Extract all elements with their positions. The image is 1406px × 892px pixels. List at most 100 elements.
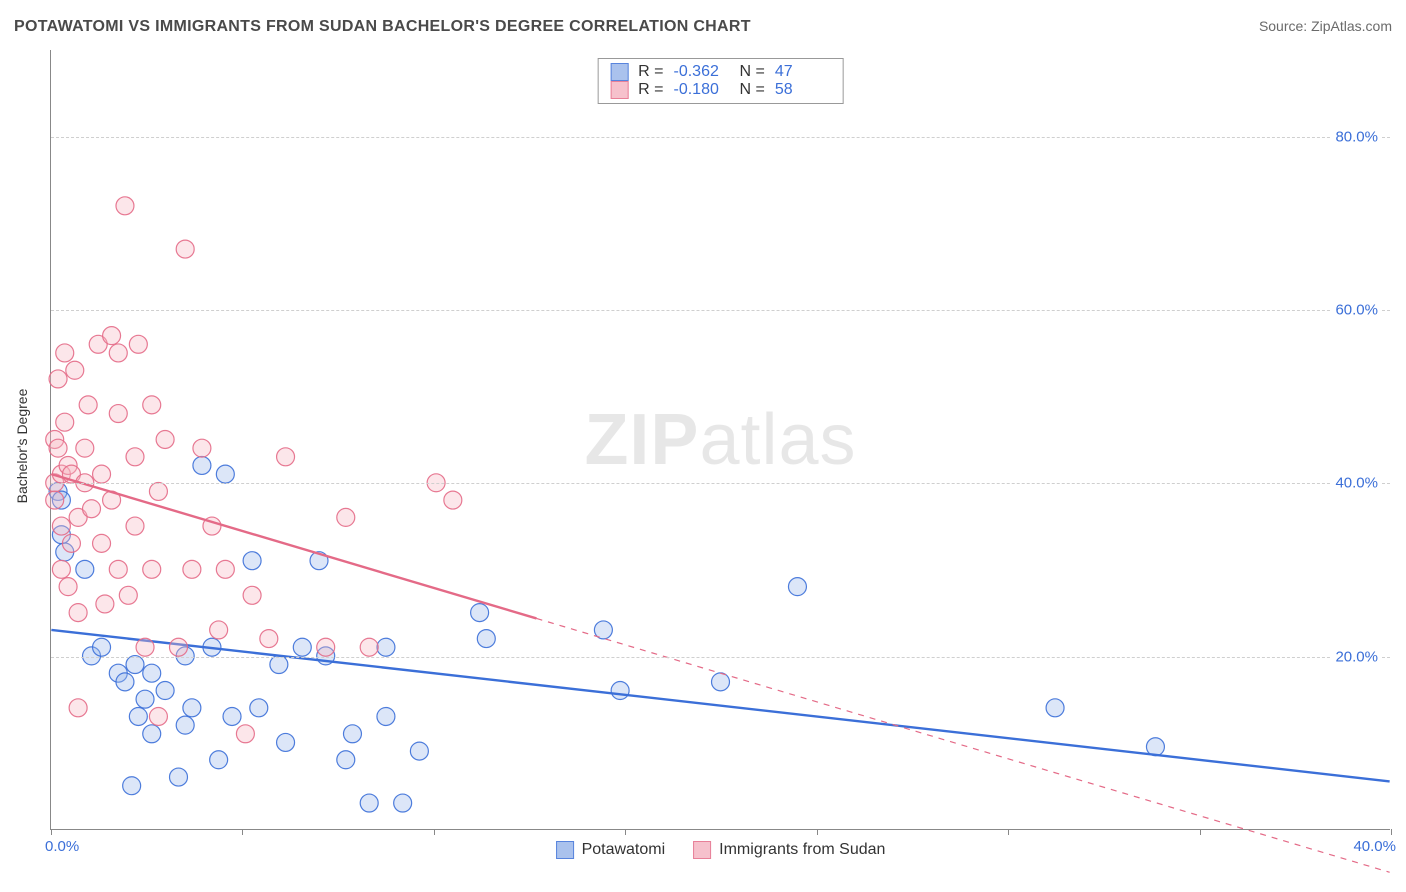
source-label: Source: xyxy=(1259,18,1311,34)
source-attribution: Source: ZipAtlas.com xyxy=(1259,18,1392,34)
x-tick xyxy=(1008,829,1009,835)
scatter-point-potawatomi xyxy=(471,604,489,622)
legend-series: Potawatomi Immigrants from Sudan xyxy=(556,841,886,859)
scatter-point-sudan xyxy=(156,431,174,449)
scatter-point-sudan xyxy=(149,482,167,500)
scatter-point-sudan xyxy=(360,638,378,656)
scatter-point-sudan xyxy=(56,413,74,431)
x-tick xyxy=(434,829,435,835)
scatter-point-potawatomi xyxy=(183,699,201,717)
scatter-point-potawatomi xyxy=(712,673,730,691)
legend-item-potawatomi: Potawatomi xyxy=(556,841,666,859)
scatter-point-potawatomi xyxy=(129,707,147,725)
scatter-point-sudan xyxy=(116,197,134,215)
scatter-point-sudan xyxy=(79,396,97,414)
scatter-point-sudan xyxy=(260,630,278,648)
scatter-point-potawatomi xyxy=(116,673,134,691)
scatter-point-sudan xyxy=(76,439,94,457)
legend-r-label: R = xyxy=(638,81,663,99)
scatter-point-potawatomi xyxy=(156,682,174,700)
plot-svg xyxy=(51,50,1390,829)
scatter-point-sudan xyxy=(176,240,194,258)
x-axis-min-label: 0.0% xyxy=(45,838,79,855)
scatter-point-sudan xyxy=(444,491,462,509)
scatter-point-sudan xyxy=(66,361,84,379)
scatter-point-potawatomi xyxy=(216,465,234,483)
legend-rn-row-potawatomi: R =-0.362N =47 xyxy=(610,63,831,81)
scatter-point-potawatomi xyxy=(410,742,428,760)
scatter-point-sudan xyxy=(109,405,127,423)
legend-swatch-icon xyxy=(693,841,711,859)
legend-swatch-icon xyxy=(556,841,574,859)
legend-rn-row-sudan: R =-0.180N =58 xyxy=(610,81,831,99)
scatter-point-sudan xyxy=(49,439,67,457)
legend-series-label: Immigrants from Sudan xyxy=(719,841,885,859)
scatter-point-potawatomi xyxy=(193,456,211,474)
scatter-point-sudan xyxy=(93,465,111,483)
scatter-point-potawatomi xyxy=(277,733,295,751)
scatter-point-sudan xyxy=(103,327,121,345)
x-axis-max-label: 40.0% xyxy=(1353,838,1396,855)
legend-item-sudan: Immigrants from Sudan xyxy=(693,841,885,859)
scatter-point-sudan xyxy=(96,595,114,613)
scatter-point-sudan xyxy=(129,335,147,353)
scatter-point-sudan xyxy=(317,638,335,656)
scatter-point-sudan xyxy=(170,638,188,656)
scatter-point-potawatomi xyxy=(250,699,268,717)
scatter-point-potawatomi xyxy=(126,656,144,674)
x-tick xyxy=(242,829,243,835)
scatter-point-sudan xyxy=(183,560,201,578)
scatter-point-sudan xyxy=(59,578,77,596)
scatter-point-potawatomi xyxy=(93,638,111,656)
scatter-point-sudan xyxy=(62,534,80,552)
scatter-point-sudan xyxy=(56,344,74,362)
scatter-point-potawatomi xyxy=(611,682,629,700)
scatter-point-potawatomi xyxy=(343,725,361,743)
scatter-point-potawatomi xyxy=(270,656,288,674)
scatter-point-sudan xyxy=(69,604,87,622)
scatter-point-sudan xyxy=(52,517,70,535)
scatter-point-sudan xyxy=(126,448,144,466)
scatter-point-potawatomi xyxy=(76,560,94,578)
gridline xyxy=(51,657,1390,658)
scatter-point-potawatomi xyxy=(377,638,395,656)
legend-swatch-icon xyxy=(610,81,628,99)
x-tick xyxy=(51,829,52,835)
scatter-point-sudan xyxy=(143,560,161,578)
x-tick xyxy=(1391,829,1392,835)
title-bar: POTAWATOMI VS IMMIGRANTS FROM SUDAN BACH… xyxy=(14,18,1392,36)
scatter-point-sudan xyxy=(93,534,111,552)
scatter-point-sudan xyxy=(119,586,137,604)
y-tick-label: 60.0% xyxy=(1331,302,1382,319)
y-tick-label: 40.0% xyxy=(1331,475,1382,492)
scatter-point-sudan xyxy=(149,707,167,725)
scatter-point-sudan xyxy=(193,439,211,457)
scatter-point-potawatomi xyxy=(223,707,241,725)
legend-series-label: Potawatomi xyxy=(582,841,666,859)
scatter-point-sudan xyxy=(109,560,127,578)
scatter-point-sudan xyxy=(109,344,127,362)
y-tick-label: 20.0% xyxy=(1331,648,1382,665)
scatter-point-sudan xyxy=(210,621,228,639)
chart-title: POTAWATOMI VS IMMIGRANTS FROM SUDAN BACH… xyxy=(14,18,751,36)
source-value: ZipAtlas.com xyxy=(1311,18,1392,34)
scatter-point-sudan xyxy=(83,500,101,518)
scatter-point-potawatomi xyxy=(293,638,311,656)
legend-r-value: -0.180 xyxy=(674,81,730,99)
scatter-point-potawatomi xyxy=(377,707,395,725)
scatter-point-sudan xyxy=(243,586,261,604)
scatter-point-sudan xyxy=(277,448,295,466)
scatter-point-sudan xyxy=(143,396,161,414)
legend-r-label: R = xyxy=(638,63,663,81)
scatter-point-potawatomi xyxy=(170,768,188,786)
scatter-point-sudan xyxy=(236,725,254,743)
legend-n-label: N = xyxy=(740,81,765,99)
x-tick xyxy=(817,829,818,835)
scatter-point-potawatomi xyxy=(394,794,412,812)
scatter-point-potawatomi xyxy=(337,751,355,769)
legend-n-value: 47 xyxy=(775,63,831,81)
scatter-point-sudan xyxy=(46,491,64,509)
legend-swatch-icon xyxy=(610,63,628,81)
x-tick xyxy=(1200,829,1201,835)
scatter-point-potawatomi xyxy=(143,725,161,743)
